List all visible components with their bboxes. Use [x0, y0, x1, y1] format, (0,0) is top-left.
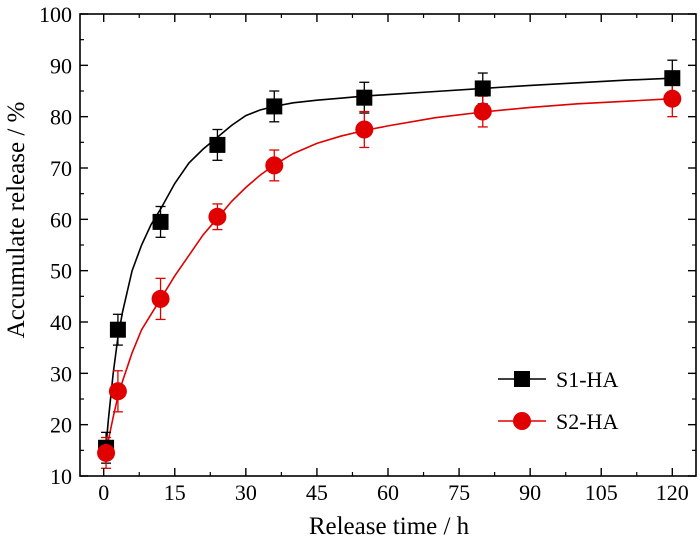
y-tick-label: 100 [39, 2, 72, 27]
y-tick-label: 80 [50, 105, 72, 130]
y-tick-label: 50 [50, 259, 72, 284]
s1-ha-data-point [266, 98, 283, 115]
s1-ha-data-point [356, 89, 373, 106]
x-tick-label: 15 [164, 480, 186, 505]
x-tick-label: 30 [235, 480, 257, 505]
plot-area-frame [79, 13, 697, 477]
y-tick-label: 40 [50, 310, 72, 335]
x-tick-label: 90 [519, 480, 541, 505]
y-tick-label: 60 [50, 207, 72, 232]
s1-ha-data-point [152, 213, 169, 230]
x-tick-label: 60 [377, 480, 399, 505]
s2-ha-data-point [663, 89, 682, 108]
s1-ha-data-point [664, 70, 681, 87]
s2-ha-legend-label: S2-HA [556, 409, 618, 434]
s2-ha-data-point [208, 207, 227, 226]
s1-ha-fit-line [105, 77, 673, 446]
x-axis-label: Release time / h [309, 513, 470, 540]
x-tick-label: 75 [448, 480, 470, 505]
s2-ha-data-point [473, 102, 492, 121]
x-tick-label: 120 [656, 480, 689, 505]
y-axis-label: Accumulate release / % [3, 102, 30, 339]
s1-ha-data-point [209, 136, 226, 153]
s2-ha-data-point [355, 120, 374, 139]
s2-ha-data-point [265, 156, 284, 175]
y-tick-label: 90 [50, 53, 72, 78]
y-tick-label: 30 [50, 361, 72, 386]
s1-ha-data-point [109, 321, 126, 338]
y-tick-label: 10 [50, 464, 72, 489]
s2-ha-data-point [97, 443, 116, 462]
s2-ha-data-point [151, 289, 170, 308]
s1-ha-legend-marker [514, 371, 530, 387]
y-tick-label: 70 [50, 156, 72, 181]
y-tick-label: 20 [50, 413, 72, 438]
x-tick-label: 105 [585, 480, 618, 505]
s2-ha-legend-marker [513, 412, 531, 430]
x-tick-label: 45 [306, 480, 328, 505]
s2-ha-fit-line [105, 97, 673, 454]
s1-ha-legend-label: S1-HA [556, 367, 618, 392]
legend: S1-HA S2-HA [498, 367, 618, 434]
s2-ha-data-point [108, 382, 127, 401]
s1-ha-data-point [474, 80, 491, 97]
x-tick-label: 0 [98, 480, 109, 505]
